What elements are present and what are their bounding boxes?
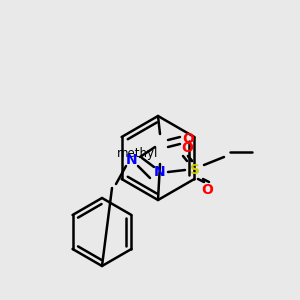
Text: O: O xyxy=(182,132,194,146)
Text: O: O xyxy=(201,183,213,197)
Text: N: N xyxy=(126,153,138,167)
Text: N: N xyxy=(154,165,166,179)
Text: S: S xyxy=(190,163,200,177)
Text: methyl: methyl xyxy=(117,148,159,160)
Text: O: O xyxy=(181,141,193,155)
